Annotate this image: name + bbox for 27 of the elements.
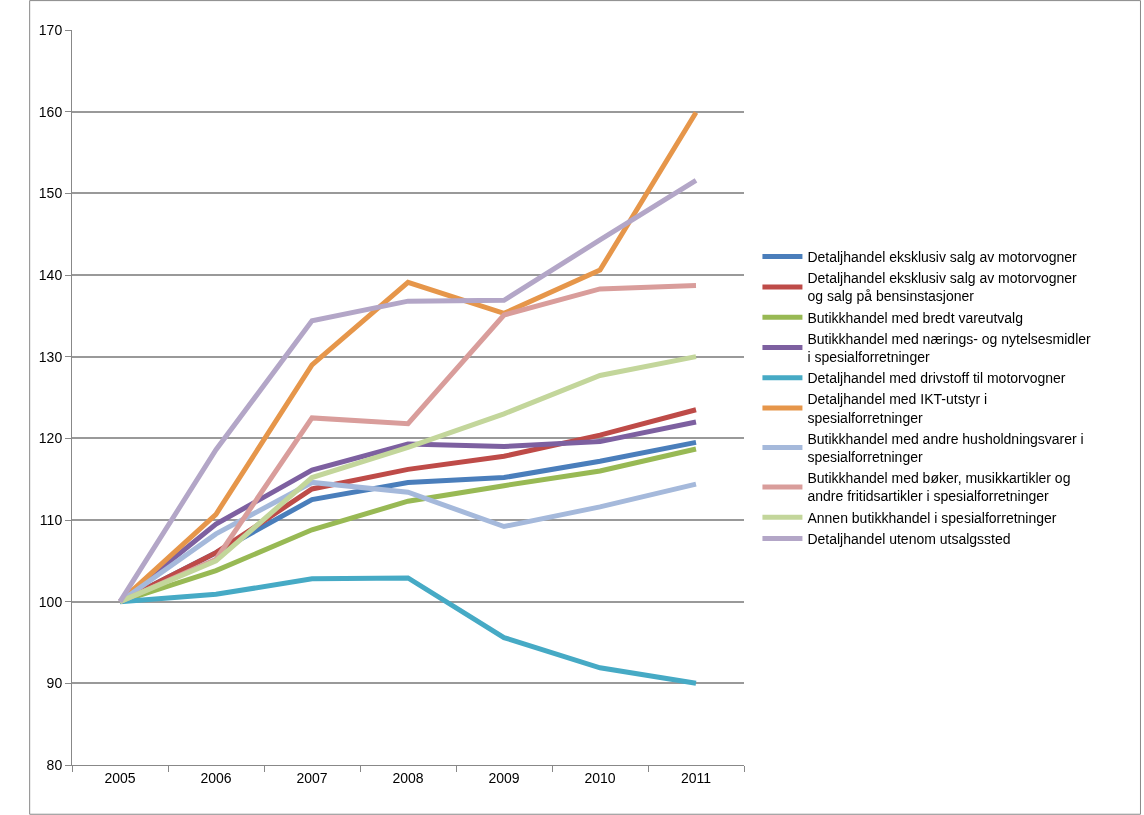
legend-label: Detaljhandel utenom utsalgssted xyxy=(807,530,1011,547)
legend-label: Annen butikkhandel i spesialforretninger xyxy=(807,509,1057,526)
y-tick-label: 160 xyxy=(38,103,63,120)
legend-label: Detaljhandel med drivstoff til motorvogner xyxy=(807,370,1066,387)
x-tick-label: 2009 xyxy=(488,769,520,786)
x-tick-label: 2011 xyxy=(680,769,712,786)
y-tick-label: 140 xyxy=(38,266,63,283)
y-tick-label: 150 xyxy=(38,185,63,202)
y-tick-label: 130 xyxy=(38,348,63,365)
x-tick-label: 2006 xyxy=(200,769,232,786)
legend-label: Detaljhandel med IKT-utstyr i spesialforretninger xyxy=(807,391,988,426)
legend-label: Butikkhandel med andre husholdningsvarer i spesialforretninger xyxy=(807,430,1084,466)
y-tick-label: 110 xyxy=(39,511,63,528)
legend-label: Butikkhandel med nærings- og nytelsesmidler i spesialforretninger xyxy=(807,330,1092,366)
legend-label: Detaljhandel eksklusiv salg av motorvogner og salg på bensinstasjoner xyxy=(807,270,1078,305)
y-tick-label: 170 xyxy=(38,21,63,38)
legend-label: Butikkhandel med bredt vareutvalg xyxy=(807,309,1024,326)
y-tick-label: 100 xyxy=(38,593,63,610)
legend-label: Butikkhandel med bøker, musikkartikler og andre fritidsartikler i spesialforretninger xyxy=(807,470,1071,505)
legend-label: Detaljhandel eksklusiv salg av motorvogner xyxy=(807,249,1078,266)
y-tick-label: 80 xyxy=(46,756,63,773)
x-tick-label: 2005 xyxy=(104,769,136,786)
x-tick-label: 2008 xyxy=(392,769,424,786)
y-tick-label: 90 xyxy=(46,675,63,692)
x-tick-label: 2010 xyxy=(584,769,616,786)
x-tick-label: 2007 xyxy=(296,769,328,786)
y-tick-label: 120 xyxy=(38,430,63,447)
